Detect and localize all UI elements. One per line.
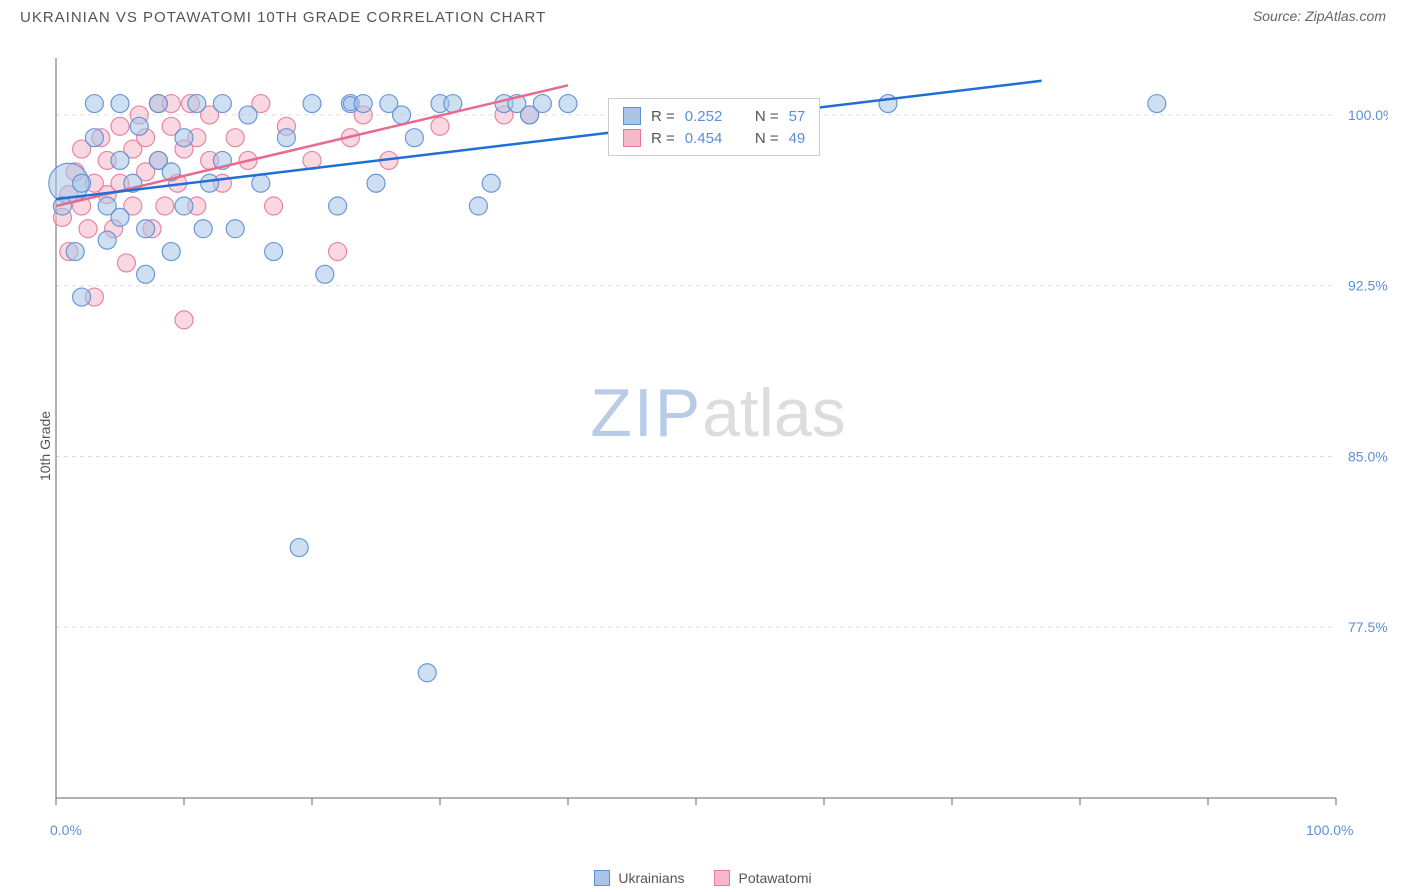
stats-r-value: 0.454	[685, 130, 723, 147]
point-ukrainians	[290, 539, 308, 557]
chart-title: UKRAINIAN VS POTAWATOMI 10TH GRADE CORRE…	[20, 9, 546, 26]
point-ukrainians	[201, 174, 219, 192]
stats-n-value: 57	[789, 108, 806, 125]
point-ukrainians	[252, 174, 270, 192]
point-ukrainians	[137, 265, 155, 283]
point-potawatomi	[265, 197, 283, 215]
y-tick-label: 85.0%	[1348, 448, 1388, 464]
point-ukrainians	[226, 220, 244, 238]
point-ukrainians	[265, 243, 283, 261]
point-ukrainians	[162, 243, 180, 261]
point-ukrainians	[85, 95, 103, 113]
point-ukrainians	[367, 174, 385, 192]
point-ukrainians	[1148, 95, 1166, 113]
point-ukrainians	[175, 129, 193, 147]
stats-n-label: N =	[755, 108, 779, 125]
point-ukrainians	[469, 197, 487, 215]
point-potawatomi	[111, 117, 129, 135]
point-ukrainians	[66, 243, 84, 261]
x-min-label: 0.0%	[50, 822, 82, 838]
legend-item-potawatomi: Potawatomi	[714, 870, 811, 886]
stats-swatch-blue	[623, 107, 641, 125]
stats-r-value: 0.252	[685, 108, 723, 125]
point-ukrainians	[98, 231, 116, 249]
source-attribution: Source: ZipAtlas.com	[1253, 8, 1386, 26]
legend-label-ukrainians: Ukrainians	[618, 870, 684, 886]
point-ukrainians	[418, 664, 436, 682]
stats-r-label: R =	[651, 130, 675, 147]
point-ukrainians	[130, 117, 148, 135]
point-potawatomi	[79, 220, 97, 238]
bottom-legend: Ukrainians Potawatomi	[0, 870, 1406, 886]
point-ukrainians	[239, 106, 257, 124]
point-ukrainians	[559, 95, 577, 113]
point-potawatomi	[329, 243, 347, 261]
chart-container: 100.0%92.5%85.0%77.5% ZIPatlas R = 0.252…	[48, 48, 1388, 808]
point-ukrainians	[111, 95, 129, 113]
source-prefix: Source:	[1253, 8, 1305, 24]
point-ukrainians	[137, 220, 155, 238]
point-ukrainians	[405, 129, 423, 147]
y-tick-label: 100.0%	[1348, 107, 1388, 123]
point-ukrainians	[213, 95, 231, 113]
stats-row: R = 0.454 N = 49	[623, 127, 805, 149]
point-ukrainians	[111, 208, 129, 226]
point-ukrainians	[329, 197, 347, 215]
point-potawatomi	[226, 129, 244, 147]
point-potawatomi	[156, 197, 174, 215]
x-max-label: 100.0%	[1306, 822, 1353, 838]
legend-swatch-pink	[714, 870, 730, 886]
stats-n-value: 49	[789, 130, 806, 147]
source-name: ZipAtlas.com	[1305, 8, 1386, 24]
stats-swatch-pink	[623, 129, 641, 147]
legend-item-ukrainians: Ukrainians	[594, 870, 684, 886]
point-potawatomi	[431, 117, 449, 135]
legend-label-potawatomi: Potawatomi	[738, 870, 811, 886]
stats-n-label: N =	[755, 130, 779, 147]
point-ukrainians	[482, 174, 500, 192]
point-ukrainians	[73, 288, 91, 306]
point-ukrainians	[149, 95, 167, 113]
scatter-chart: 100.0% 92.5% 85.0% 77.5%	[48, 48, 1388, 808]
point-ukrainians	[188, 95, 206, 113]
y-tick-label: 77.5%	[1348, 619, 1388, 635]
point-ukrainians	[175, 197, 193, 215]
point-ukrainians	[533, 95, 551, 113]
point-potawatomi	[117, 254, 135, 272]
point-ukrainians	[111, 151, 129, 169]
point-ukrainians	[73, 174, 91, 192]
point-ukrainians	[393, 106, 411, 124]
point-ukrainians	[277, 129, 295, 147]
point-ukrainians	[316, 265, 334, 283]
point-ukrainians	[303, 95, 321, 113]
point-potawatomi	[175, 311, 193, 329]
stats-row: R = 0.252 N = 57	[623, 105, 805, 127]
stats-legend-box: R = 0.252 N = 57R = 0.454 N = 49	[608, 98, 820, 156]
legend-swatch-blue	[594, 870, 610, 886]
point-ukrainians	[194, 220, 212, 238]
y-tick-label: 92.5%	[1348, 278, 1388, 294]
point-ukrainians	[354, 95, 372, 113]
stats-r-label: R =	[651, 108, 675, 125]
point-ukrainians	[85, 129, 103, 147]
